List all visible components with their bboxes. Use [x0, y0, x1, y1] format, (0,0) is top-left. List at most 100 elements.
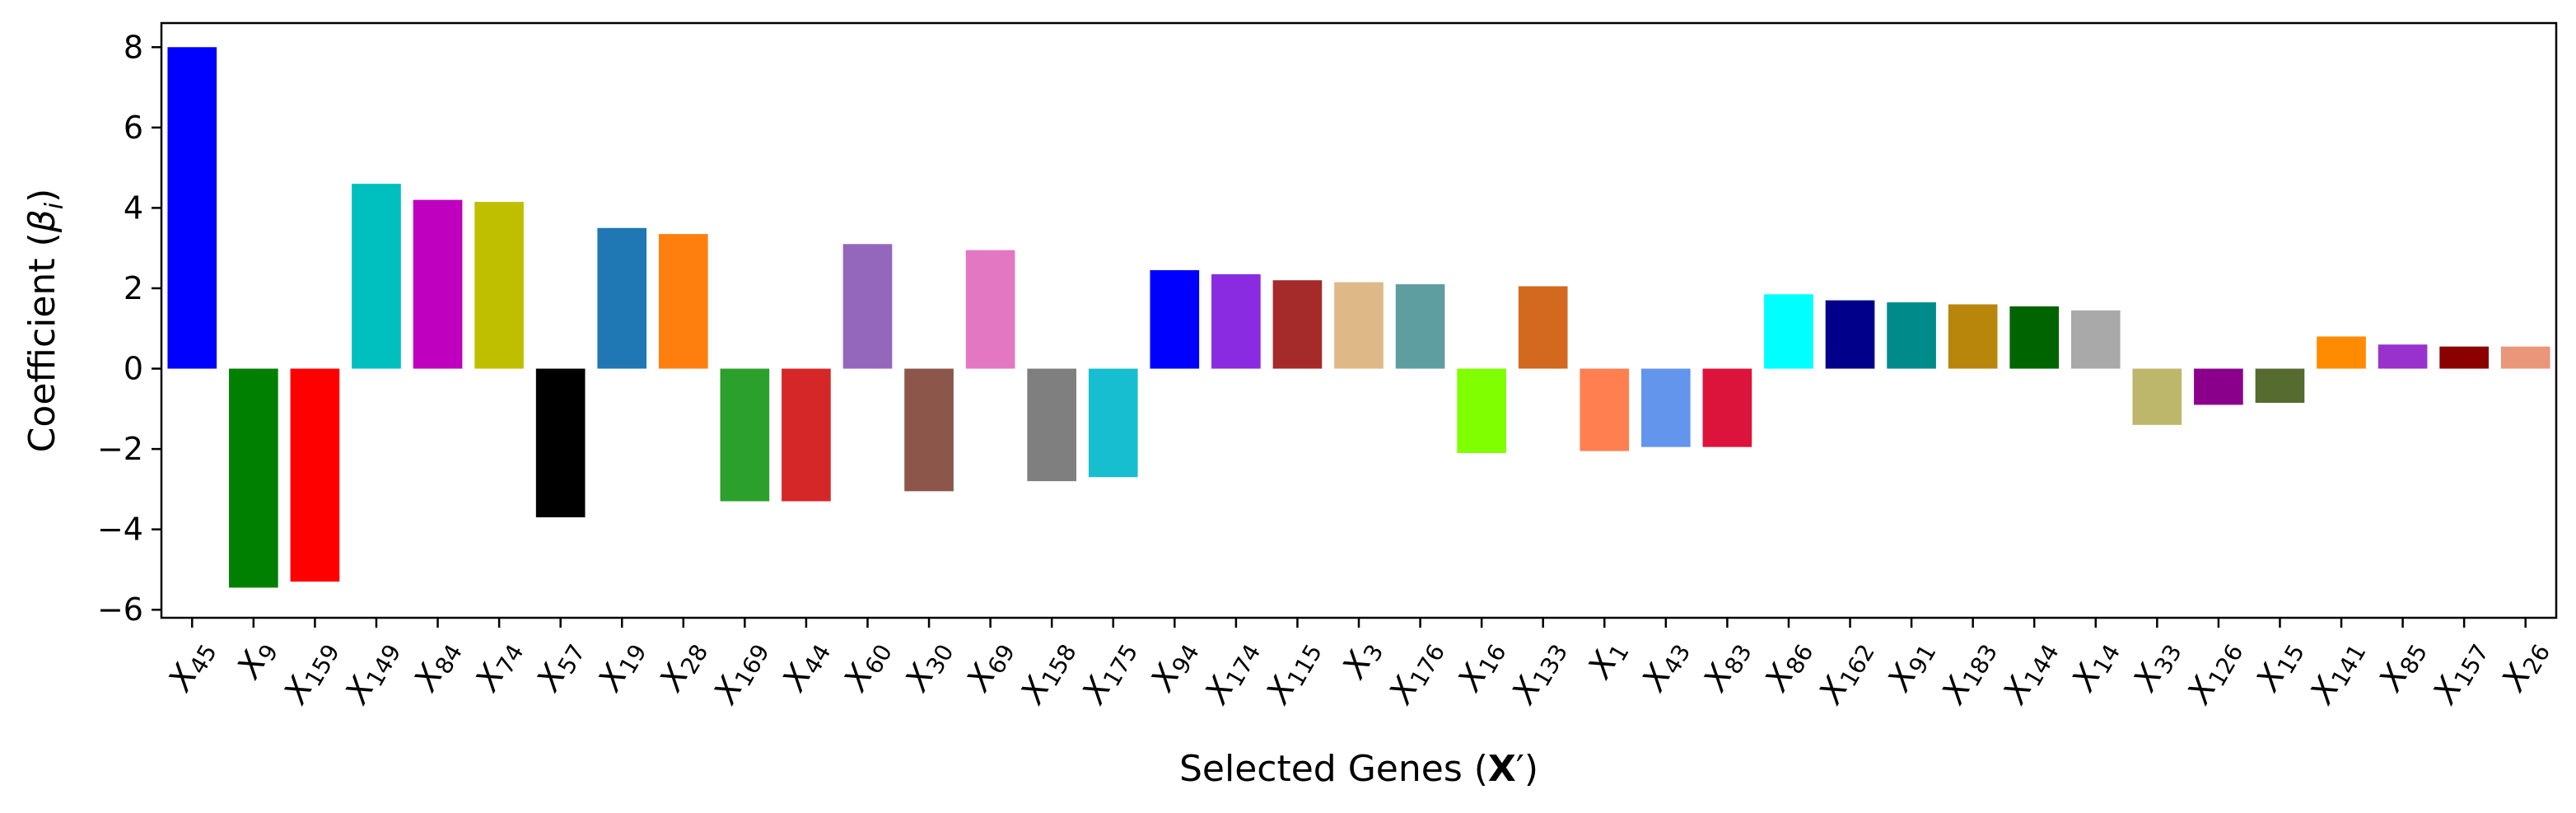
x-tick-label: X126	[2180, 633, 2248, 713]
x-tick-label: X144	[1995, 633, 2064, 713]
bar-X84	[413, 199, 463, 369]
x-tick-label: X83	[1696, 633, 1757, 700]
bar-X3	[1334, 282, 1384, 369]
x-axis-label-text: Selected Genes (	[1179, 748, 1488, 790]
x-tick-label: X44	[774, 633, 836, 700]
y-axis-label-close: )	[21, 189, 63, 203]
x-tick-label: X15	[2248, 633, 2310, 700]
x-tick-label: X86	[1757, 633, 1819, 700]
bar-X45	[167, 47, 217, 369]
y-tick-label: −2	[97, 431, 143, 467]
x-tick-label: X14	[2064, 633, 2126, 700]
bar-X83	[1702, 368, 1752, 447]
x-tick-label: X57	[529, 633, 590, 700]
bar-X158	[1027, 368, 1077, 482]
x-tick-label: X94	[1143, 633, 1205, 700]
bar-X15	[2255, 368, 2305, 404]
bar-X91	[1887, 302, 1936, 369]
bar-X175	[1088, 368, 1138, 478]
bar-X162	[1825, 300, 1875, 369]
bar-X57	[535, 368, 586, 518]
bar-X169	[720, 368, 770, 502]
bar-X28	[658, 234, 708, 369]
bar-X19	[597, 227, 647, 369]
x-tick-label: X16	[1450, 633, 1512, 700]
x-tick-label: X141	[2303, 633, 2371, 713]
x-tick-label: X169	[706, 633, 774, 713]
x-tick-label: X115	[1258, 633, 1327, 713]
bar-X44	[782, 368, 831, 502]
plot-frame	[160, 21, 2558, 619]
bar-X26	[2500, 346, 2550, 369]
y-tick-label: −6	[97, 591, 143, 628]
bar-X126	[2194, 368, 2243, 405]
x-axis-label-bold: X	[1488, 748, 1516, 790]
bar-X94	[1150, 270, 1200, 369]
bar-X176	[1395, 284, 1445, 369]
x-tick-label: X159	[276, 633, 344, 713]
x-tick-label: X9	[229, 633, 283, 687]
y-tick-label: 4	[124, 189, 143, 226]
bar-X144	[2009, 306, 2060, 369]
x-tick-label: X176	[1381, 633, 1449, 713]
y-tick-label: −4	[97, 512, 143, 548]
bar-X1	[1580, 368, 1630, 451]
x-tick-label: X133	[1504, 633, 1572, 713]
x-tick-label: X149	[338, 633, 406, 713]
bar-X14	[2070, 310, 2121, 369]
bar-X9	[229, 368, 278, 588]
bar-X74	[474, 202, 524, 369]
bar-X16	[1457, 368, 1506, 453]
y-tick-label: 8	[124, 29, 143, 65]
x-tick-label: X26	[2494, 633, 2555, 700]
y-axis-label-subscript: i	[40, 202, 69, 209]
x-tick-label: X30	[898, 633, 959, 700]
y-axis-label: Coefficient (βi)	[21, 189, 69, 453]
bar-X85	[2378, 344, 2428, 369]
y-tick-label: 6	[124, 110, 143, 146]
x-tick-label: X162	[1811, 633, 1879, 713]
bar-X43	[1640, 368, 1691, 447]
bar-X183	[1948, 304, 1998, 369]
x-tick-label: X60	[836, 633, 898, 700]
x-tick-label: X3	[1334, 633, 1388, 687]
x-tick-label: X183	[1934, 633, 2002, 713]
x-tick-label: X175	[1074, 633, 1142, 713]
x-tick-label: X33	[2126, 633, 2187, 700]
x-tick-label: X174	[1197, 633, 1266, 713]
y-axis-ticks: −6 −4 −2 0 2 4 6 8	[97, 29, 161, 628]
bar-X133	[1518, 286, 1568, 369]
x-tick-label: X69	[959, 633, 1020, 700]
bar-X30	[904, 368, 954, 492]
x-tick-label: X28	[651, 633, 713, 700]
x-tick-label: X91	[1880, 633, 1942, 700]
x-axis-label-close: ′)	[1516, 748, 1538, 790]
x-tick-label: X43	[1634, 633, 1696, 700]
bar-X69	[965, 250, 1015, 369]
x-tick-label: X85	[2371, 633, 2433, 700]
bar-X157	[2439, 346, 2489, 369]
x-axis-label: Selected Genes (X′)	[1179, 748, 1538, 790]
bar-X60	[842, 244, 893, 369]
x-tick-label: X158	[1013, 633, 1081, 713]
bars-group	[167, 47, 2550, 588]
y-tick-label: 2	[124, 270, 143, 306]
bar-X141	[2317, 336, 2366, 369]
bar-X33	[2132, 368, 2182, 425]
x-tick-label: X84	[406, 633, 468, 700]
bar-X174	[1211, 273, 1261, 369]
y-axis-label-text: Coefficient (	[21, 232, 63, 452]
y-tick-label: 0	[124, 351, 143, 387]
x-tick-label: X74	[468, 633, 530, 700]
bar-X149	[352, 184, 401, 369]
x-tick-label: X19	[590, 633, 652, 700]
x-tick-label: X157	[2425, 633, 2494, 713]
bar-X86	[1764, 294, 1813, 369]
x-tick-label: X1	[1580, 633, 1635, 687]
x-tick-label: X45	[161, 633, 222, 700]
bar-X115	[1272, 280, 1323, 369]
bar-X159	[290, 368, 340, 582]
y-axis-label-beta: β	[21, 209, 63, 233]
